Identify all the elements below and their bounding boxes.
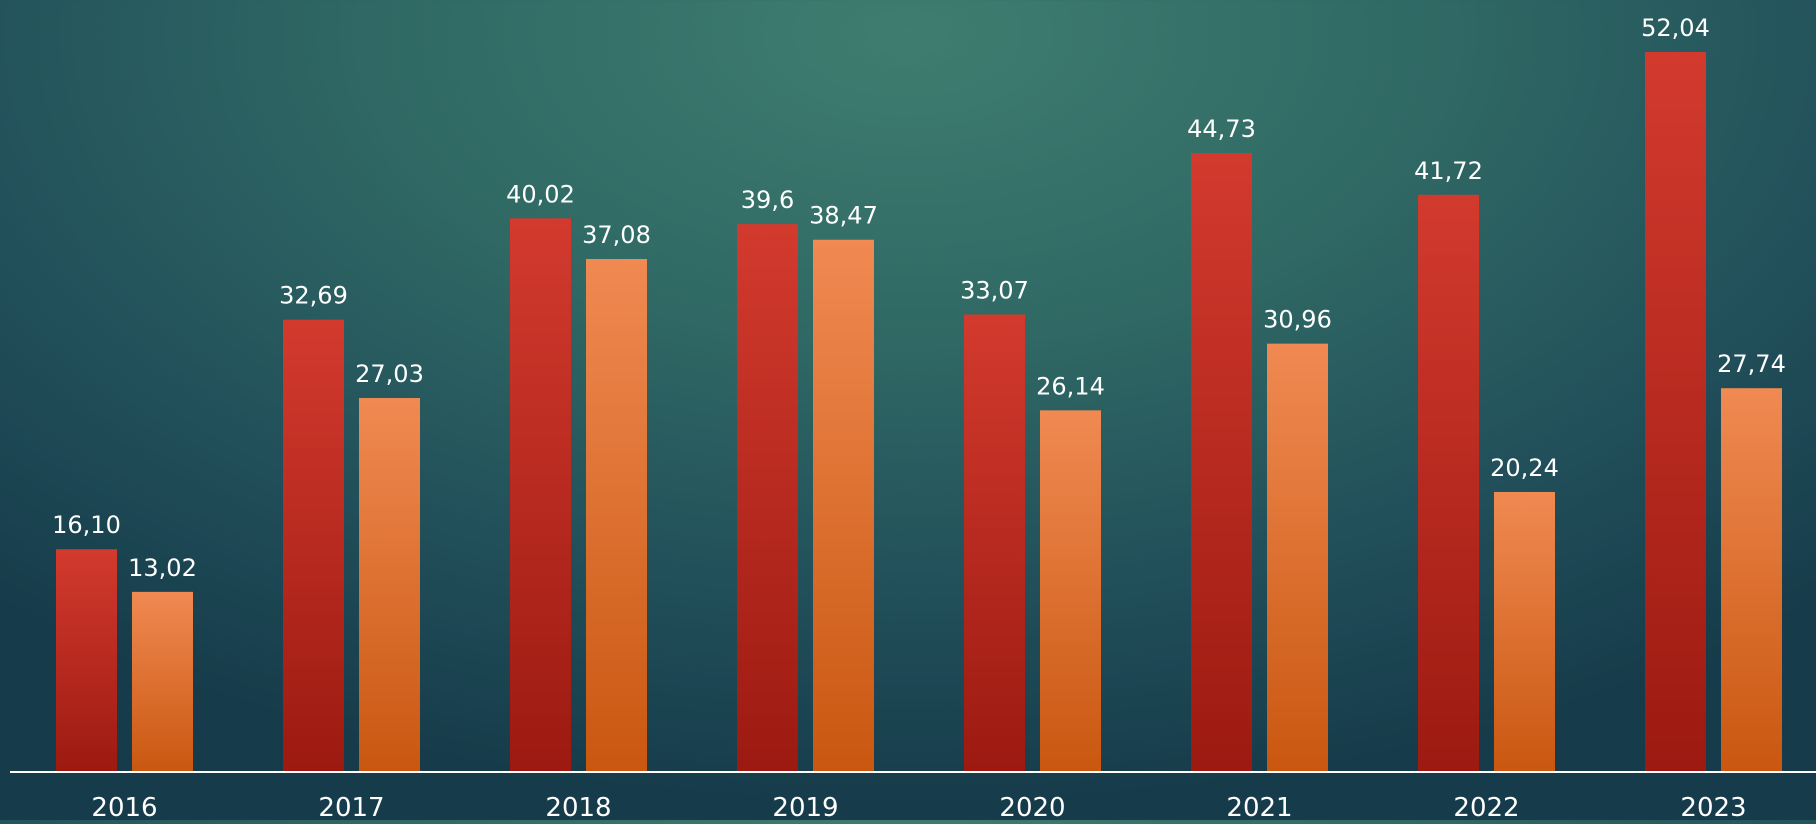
bar-2016-series-1 [56, 549, 117, 772]
bar-2022-series-2 [1494, 491, 1555, 772]
data-label-2016-series-2: 13,02 [128, 554, 197, 582]
bar-2017-series-1 [283, 319, 344, 772]
bars-group [56, 52, 1782, 773]
x-tick-label-2021: 2021 [1226, 793, 1292, 820]
data-label-2018-series-1: 40,02 [506, 180, 575, 208]
data-label-2017-series-1: 32,69 [279, 282, 348, 310]
bar-2018-series-1 [510, 218, 571, 772]
bar-2019-series-1 [737, 224, 798, 772]
x-tick-label-2017: 2017 [318, 793, 384, 820]
x-tick-label-2019: 2019 [772, 793, 838, 820]
data-label-2023-series-1: 52,04 [1641, 14, 1710, 42]
x-tick-label-2023: 2023 [1680, 793, 1746, 820]
data-label-2020-series-2: 26,14 [1036, 372, 1105, 400]
bar-2018-series-2 [586, 258, 647, 772]
data-label-2021-series-2: 30,96 [1263, 306, 1332, 334]
x-tick-labels-group: 2016 2017 2018 2019 2020 2021 2022 2023 [91, 793, 1746, 823]
data-label-2023-series-2: 27,74 [1717, 350, 1786, 378]
x-tick-label-2018: 2018 [545, 793, 611, 820]
data-label-2016-series-1: 16,10 [52, 511, 121, 539]
bar-2023-series-1 [1645, 52, 1706, 772]
bar-2020-series-1 [964, 314, 1025, 772]
bar-2023-series-2 [1721, 388, 1782, 772]
bar-2021-series-2 [1267, 343, 1328, 772]
data-label-2022-series-1: 41,72 [1414, 157, 1483, 185]
bar-2021-series-1 [1191, 153, 1252, 773]
data-label-2017-series-2: 27,03 [355, 360, 424, 388]
data-label-2022-series-2: 20,24 [1490, 454, 1559, 482]
x-tick-label-2020: 2020 [999, 793, 1065, 820]
x-tick-label-2016: 2016 [91, 793, 157, 820]
data-label-2021-series-1: 44,73 [1187, 115, 1256, 143]
bar-2022-series-1 [1418, 194, 1479, 772]
bar-2017-series-2 [359, 398, 420, 772]
data-label-2020-series-1: 33,07 [960, 276, 1029, 304]
data-label-2018-series-2: 37,08 [582, 221, 651, 249]
bar-2020-series-2 [1040, 410, 1101, 772]
x-tick-label-2022: 2022 [1453, 793, 1519, 820]
data-label-2019-series-1: 39,6 [741, 186, 794, 214]
data-label-2019-series-2: 38,47 [809, 202, 878, 230]
bar-2019-series-2 [813, 239, 874, 773]
bar-2016-series-2 [132, 591, 193, 772]
